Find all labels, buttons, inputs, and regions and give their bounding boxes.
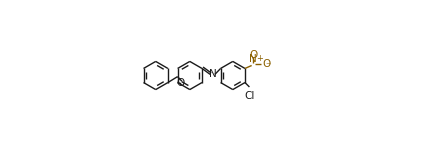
Text: O: O: [177, 78, 185, 88]
Text: N: N: [209, 69, 217, 79]
Text: ⁻: ⁻: [266, 61, 271, 71]
Text: N: N: [249, 54, 257, 64]
Text: Cl: Cl: [244, 91, 255, 101]
Text: O: O: [249, 50, 257, 60]
Text: +: +: [256, 54, 263, 63]
Text: O: O: [262, 59, 270, 69]
